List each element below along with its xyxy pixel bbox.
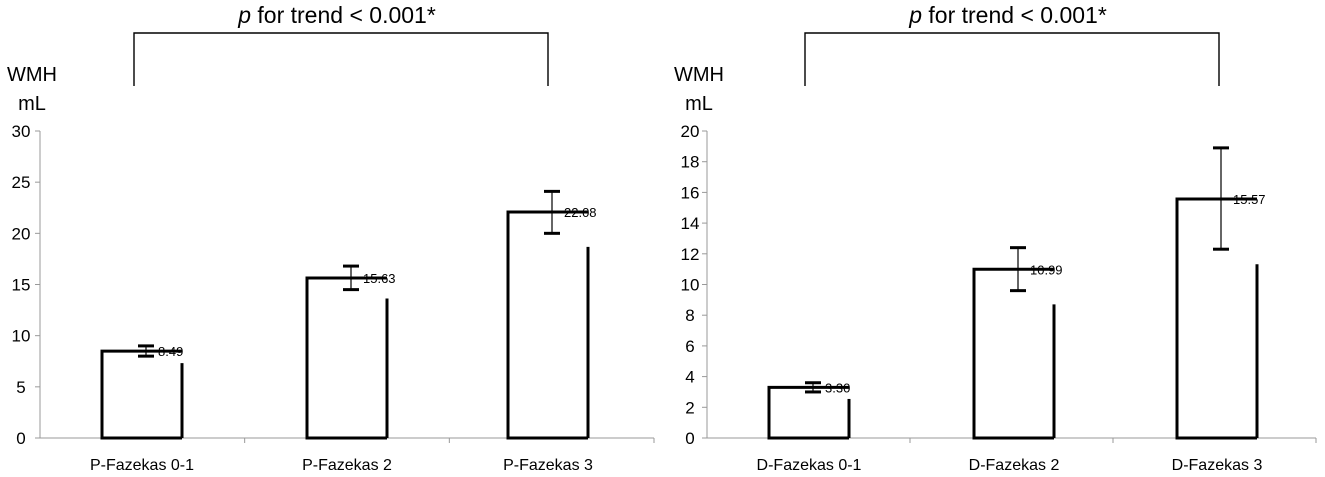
y-tick-label: 30 xyxy=(12,122,31,141)
y-tick-label: 6 xyxy=(685,337,694,356)
data-label: 15.57 xyxy=(1233,192,1266,207)
bar xyxy=(305,276,387,440)
y-tick-label: 25 xyxy=(12,173,31,192)
trend-p: p xyxy=(908,2,922,28)
trend-annotation: p for trend < 0.001* xyxy=(237,2,436,28)
x-tick-label: P-Fazekas 3 xyxy=(503,457,593,474)
bar xyxy=(506,210,588,440)
y-axis-unit: mL xyxy=(18,93,46,115)
x-tick-label: D-Fazekas 3 xyxy=(1172,457,1263,474)
y-tick-label: 20 xyxy=(681,122,700,141)
y-tick-label: 5 xyxy=(16,378,25,397)
y-tick-label: 14 xyxy=(681,214,700,233)
y-axis-label: WMH xyxy=(7,64,57,86)
y-tick-label: 0 xyxy=(16,429,25,448)
y-axis-unit: mL xyxy=(685,93,713,115)
y-tick-label: 4 xyxy=(685,368,694,387)
data-label: 15.63 xyxy=(363,271,396,286)
x-tick-label: D-Fazekas 2 xyxy=(969,457,1060,474)
x-tick-label: D-Fazekas 0-1 xyxy=(757,457,862,474)
x-tick-label: P-Fazekas 0-1 xyxy=(90,457,194,474)
trend-text: for trend < 0.001* xyxy=(922,2,1107,28)
bar xyxy=(767,385,849,440)
chart-1: p for trend < 0.001* WMH mL 0 5 10 15 20 25 30 8.4… xyxy=(7,2,655,474)
y-tick-label: 8 xyxy=(685,306,694,325)
y-tick-label: 18 xyxy=(681,153,700,172)
data-label: 8.49 xyxy=(158,344,183,359)
y-axis-label: WMH xyxy=(674,64,724,86)
y-tick-label: 15 xyxy=(12,276,31,295)
bar xyxy=(1175,197,1257,440)
y-tick-label: 16 xyxy=(681,183,700,202)
chart-2: p for trend < 0.001* WMH mL 0 2 4 6 8 10 12 14 16 18… xyxy=(674,2,1317,474)
y-tick-label: 0 xyxy=(685,429,694,448)
trend-annotation: p for trend < 0.001* xyxy=(908,2,1107,28)
y-tick-label: 20 xyxy=(12,224,31,243)
data-label: 10.99 xyxy=(1030,262,1063,277)
trend-text: for trend < 0.001* xyxy=(251,2,436,28)
data-label: 3.30 xyxy=(825,380,850,395)
y-tick-label: 12 xyxy=(681,245,700,264)
y-tick-label: 10 xyxy=(681,276,700,295)
y-tick-label: 2 xyxy=(685,398,694,417)
data-label: 22.08 xyxy=(564,205,597,220)
trend-p: p xyxy=(237,2,251,28)
bar xyxy=(100,349,182,440)
bar xyxy=(972,267,1054,440)
x-tick-label: P-Fazekas 2 xyxy=(302,457,392,474)
trend-bracket xyxy=(804,32,1220,86)
trend-bracket xyxy=(133,32,549,86)
y-tick-label: 10 xyxy=(12,327,31,346)
